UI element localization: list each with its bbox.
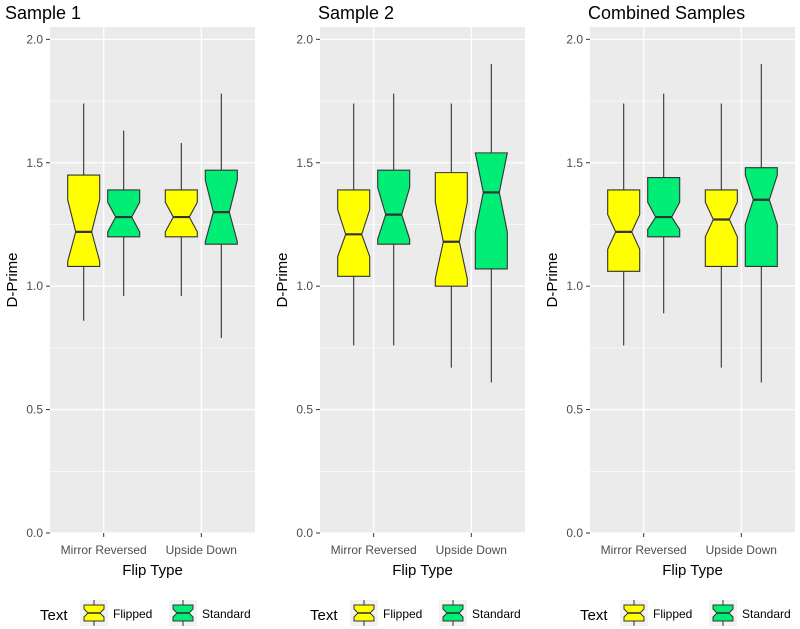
legend-label: Standard bbox=[202, 607, 251, 621]
chart-panel-3: 0.0 0.5 1.0 1.5 2.0 Mirror Reversed Upside Dow… bbox=[544, 3, 795, 626]
box-body bbox=[107, 189, 141, 238]
x-tick-label: Mirror Reversed bbox=[601, 543, 687, 557]
chart-panel-1: 0.0 0.5 1.0 1.5 2.0 Mirror Reversed Upside Dow… bbox=[4, 3, 255, 626]
box-flipped-1 bbox=[67, 103, 101, 321]
y-tick-label: 2.0 bbox=[566, 32, 583, 46]
y-tick-label: 0.0 bbox=[566, 526, 583, 540]
box-body bbox=[647, 177, 681, 238]
box-standard-1 bbox=[377, 93, 411, 346]
x-tick-label: Mirror Reversed bbox=[61, 543, 147, 557]
box-body bbox=[337, 189, 371, 277]
chart-title: Sample 2 bbox=[318, 3, 394, 23]
y-tick-label: 0.5 bbox=[296, 403, 313, 417]
legend-label: Standard bbox=[472, 607, 521, 621]
y-tick-label: 1.5 bbox=[296, 156, 313, 170]
y-tick-label: 2.0 bbox=[296, 32, 313, 46]
box-standard-2 bbox=[204, 93, 238, 339]
box-body bbox=[67, 174, 101, 267]
x-tick-label: Upside Down bbox=[166, 543, 237, 557]
legend-label: Standard bbox=[742, 607, 791, 621]
legend-title: Text bbox=[40, 607, 68, 624]
box-body bbox=[607, 189, 641, 272]
legend-title: Text bbox=[580, 607, 608, 624]
x-axis-label: Flip Type bbox=[122, 562, 183, 579]
x-axis-label: Flip Type bbox=[392, 562, 453, 579]
box-flipped-2 bbox=[164, 143, 198, 297]
y-tick-label: 2.0 bbox=[26, 32, 43, 46]
chart-panel-2: 0.0 0.5 1.0 1.5 2.0 Mirror Reversed Upside Dow… bbox=[274, 3, 525, 626]
chart-title: Sample 1 bbox=[5, 3, 81, 23]
legend-label: Flipped bbox=[383, 607, 422, 621]
box-body bbox=[164, 189, 198, 238]
x-tick-label: Upside Down bbox=[706, 543, 777, 557]
box-body bbox=[204, 169, 238, 245]
legend: Text Flipped Standard bbox=[580, 600, 791, 626]
box-standard-2 bbox=[474, 64, 508, 383]
y-axis-label: D-Prime bbox=[544, 253, 561, 308]
plot-background bbox=[50, 27, 255, 533]
box-body bbox=[434, 172, 468, 287]
x-tick-label: Upside Down bbox=[436, 543, 507, 557]
y-tick-label: 1.0 bbox=[26, 279, 43, 293]
x-axis-label: Flip Type bbox=[662, 562, 723, 579]
y-tick-label: 0.5 bbox=[566, 403, 583, 417]
y-tick-label: 1.0 bbox=[296, 279, 313, 293]
box-flipped-1 bbox=[337, 103, 371, 346]
y-tick-label: 1.0 bbox=[566, 279, 583, 293]
legend-title: Text bbox=[310, 607, 338, 624]
y-tick-label: 0.0 bbox=[26, 526, 43, 540]
y-tick-label: 0.0 bbox=[296, 526, 313, 540]
y-tick-label: 1.5 bbox=[26, 156, 43, 170]
box-body bbox=[744, 167, 778, 267]
legend-label: Flipped bbox=[113, 607, 152, 621]
box-body bbox=[377, 169, 411, 245]
legend: Text Flipped Standard bbox=[40, 600, 251, 626]
box-flipped-2 bbox=[434, 103, 468, 368]
box-body bbox=[474, 152, 508, 270]
plot-background bbox=[590, 27, 795, 533]
y-axis-label: D-Prime bbox=[274, 253, 291, 308]
box-body bbox=[704, 189, 738, 267]
box-flipped-2 bbox=[704, 103, 738, 368]
box-standard-1 bbox=[647, 93, 681, 314]
y-tick-label: 1.5 bbox=[566, 156, 583, 170]
y-axis-label: D-Prime bbox=[4, 253, 21, 308]
box-flipped-1 bbox=[607, 103, 641, 346]
x-tick-label: Mirror Reversed bbox=[331, 543, 417, 557]
chart-title: Combined Samples bbox=[588, 3, 745, 23]
box-standard-1 bbox=[107, 130, 141, 297]
y-tick-label: 0.5 bbox=[26, 403, 43, 417]
legend-label: Flipped bbox=[653, 607, 692, 621]
box-standard-2 bbox=[744, 64, 778, 383]
legend: Text Flipped Standard bbox=[310, 600, 521, 626]
plot-background bbox=[320, 27, 525, 533]
